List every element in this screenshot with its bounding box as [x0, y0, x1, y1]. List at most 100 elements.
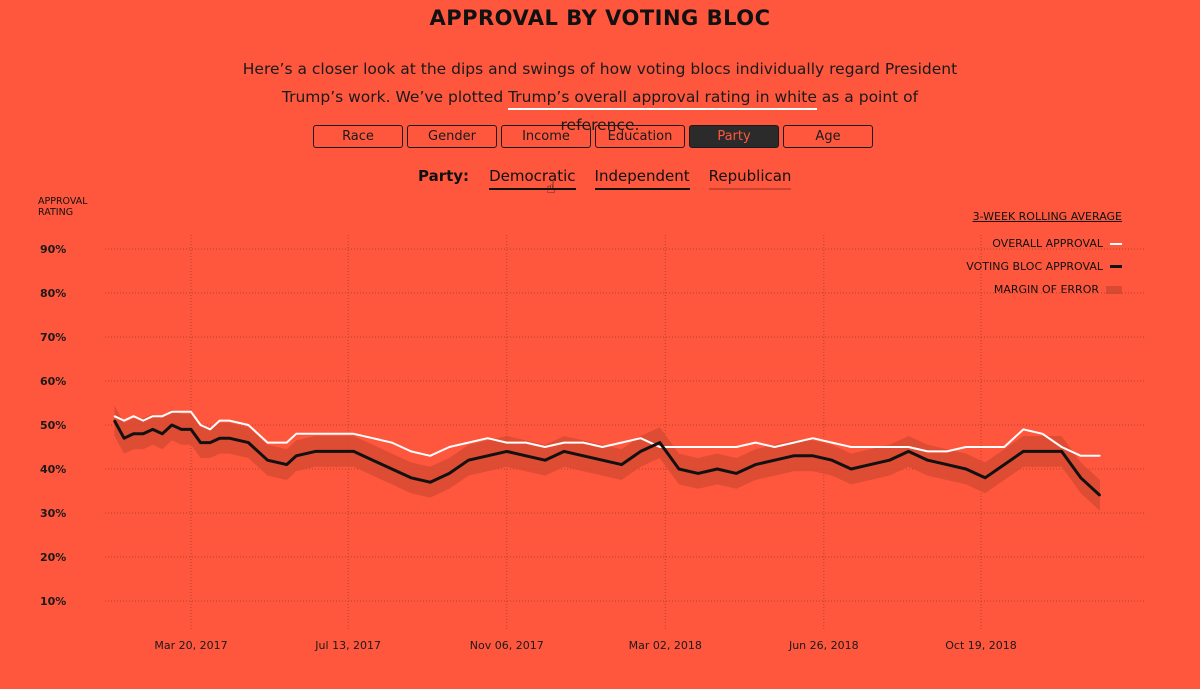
bloc-point: [170, 424, 173, 426]
y-tick-label: 10%: [40, 595, 66, 608]
y-tick-label: 40%: [40, 463, 66, 476]
overall-point: [1060, 446, 1063, 448]
overall-point: [678, 446, 680, 448]
x-tick-label: Jul 13, 2017: [314, 639, 381, 652]
overall-point: [410, 450, 412, 453]
bloc-point: [295, 454, 298, 457]
bloc-point: [314, 450, 317, 453]
bloc-point: [505, 450, 508, 453]
bloc-point: [792, 454, 795, 457]
bloc-point: [113, 419, 116, 422]
x-tick-label: Jun 26, 2018: [788, 639, 859, 652]
bloc-point: [371, 459, 374, 462]
bloc-point: [161, 432, 164, 435]
tab-education[interactable]: Education: [595, 125, 685, 148]
bloc-point: [888, 459, 891, 462]
bloc-point: [1003, 463, 1006, 466]
legend-item-overall: OVERALL APPROVAL: [966, 232, 1122, 255]
overall-point: [773, 446, 776, 448]
bloc-point: [1060, 450, 1063, 453]
overall-point: [639, 437, 642, 440]
overall-point: [659, 446, 661, 448]
x-tick-label: Nov 06, 2017: [470, 639, 544, 652]
x-tick-label: Mar 02, 2018: [629, 639, 702, 652]
overall-point: [180, 411, 183, 413]
overall-point: [429, 455, 431, 457]
overall-point: [132, 415, 135, 418]
overall-point: [812, 437, 814, 440]
overall-point: [218, 419, 221, 422]
overall-point: [161, 415, 164, 418]
overall-point: [486, 437, 489, 440]
bloc-point: [1098, 494, 1101, 497]
overall-point: [620, 441, 623, 444]
legend-swatch-bloc: [1110, 265, 1122, 268]
overall-point: [563, 441, 565, 444]
overall-point: [1022, 428, 1025, 431]
bloc-point: [658, 441, 661, 444]
bloc-point: [180, 428, 183, 431]
overall-point: [371, 437, 374, 440]
overall-point: [582, 441, 585, 444]
y-axis-title: APPROVAL RATING: [38, 196, 98, 218]
bloc-point: [151, 428, 154, 431]
overall-point: [209, 428, 211, 431]
overall-point: [850, 446, 852, 448]
legend-swatch-overall: [1110, 242, 1122, 245]
overall-point: [171, 411, 173, 413]
overall-point: [1099, 455, 1101, 457]
y-tick-label: 50%: [40, 419, 66, 432]
overall-point: [907, 446, 910, 448]
bloc-point: [228, 437, 231, 440]
overall-point: [467, 441, 470, 444]
overall-point: [333, 433, 336, 435]
bloc-point: [543, 459, 546, 462]
bloc-point: [831, 459, 834, 462]
tab-party[interactable]: Party: [689, 125, 779, 148]
overall-point: [295, 433, 298, 435]
bloc-point: [697, 472, 700, 475]
bloc-point: [190, 428, 192, 431]
bloc-point: [218, 437, 221, 440]
overall-point: [984, 446, 986, 448]
option-republican[interactable]: Republican: [708, 167, 792, 190]
overall-point: [716, 446, 719, 448]
tab-gender[interactable]: Gender: [407, 125, 497, 148]
hand-cursor-icon: ☝: [546, 178, 556, 197]
bloc-point: [620, 463, 623, 466]
intro-highlight: Trump’s overall approval rating in white: [508, 88, 817, 110]
bloc-point: [247, 441, 250, 444]
bloc-point: [850, 468, 853, 470]
y-tick-label: 90%: [40, 243, 66, 256]
tab-age[interactable]: Age: [783, 125, 873, 148]
tab-race[interactable]: Race: [313, 125, 403, 148]
bloc-point: [524, 454, 527, 457]
bloc-point: [964, 468, 967, 470]
party-label: Party:: [418, 167, 470, 185]
option-independent[interactable]: Independent: [594, 167, 690, 190]
overall-point: [314, 433, 317, 435]
margin-of-error-band: [114, 405, 1100, 511]
bloc-point: [1079, 476, 1082, 479]
bloc-point: [486, 454, 489, 457]
option-democratic[interactable]: Democratic: [489, 167, 576, 190]
overall-point: [735, 446, 738, 448]
overall-point: [544, 446, 546, 448]
bloc-point: [199, 441, 202, 444]
tab-income[interactable]: Income: [501, 125, 591, 148]
bloc-point: [467, 459, 470, 462]
overall-point: [199, 424, 202, 426]
x-tick-label: Mar 20, 2017: [154, 639, 227, 652]
overall-point: [1003, 446, 1006, 448]
overall-point: [831, 441, 833, 444]
bloc-point: [945, 463, 948, 466]
overall-point: [946, 450, 948, 453]
legend-label-overall: OVERALL APPROVAL: [992, 237, 1103, 250]
party-selector: Party: Democratic Independent Republican: [418, 167, 810, 190]
overall-point: [888, 446, 891, 448]
y-tick-label: 70%: [40, 331, 66, 344]
bloc-point: [429, 481, 432, 484]
overall-point: [391, 441, 393, 444]
bloc-point: [132, 432, 135, 435]
